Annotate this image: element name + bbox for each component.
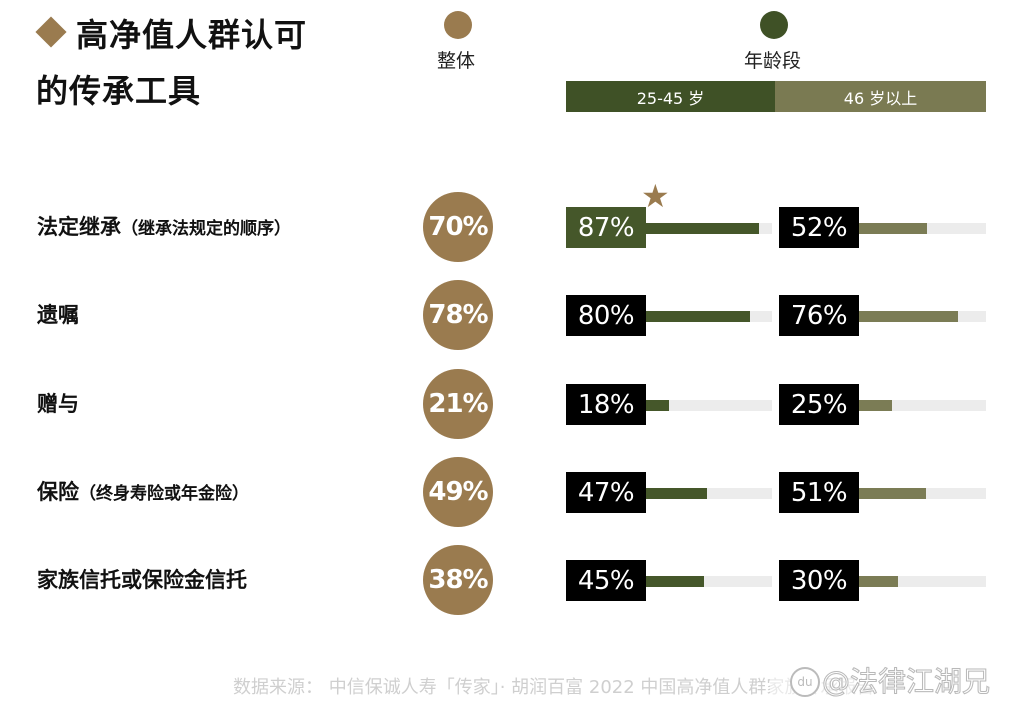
legend-age-dot [760,11,788,39]
row-label: 家族信托或保险金信托 [37,564,247,594]
overall-value-circle: 21% [423,369,493,439]
age-46-plus-bar-track [859,311,986,322]
age-25-45-bar-fill [646,400,669,411]
legend-overall-dot [444,11,472,39]
age-46-plus-value-box: 25% [779,384,859,425]
overall-value-circle: 78% [423,280,493,350]
age-25-45-value-box: 47% [566,472,646,513]
age-25-45-bar-fill [646,576,704,587]
age-46-plus-bar-track [859,400,986,411]
age-46-plus-bar-fill [859,311,958,322]
row-label: 保险（终身寿险或年金险） [37,476,249,506]
age-25-45-bar-fill [646,488,707,499]
row-label-sub: （终身寿险或年金险） [79,484,249,504]
age-25-45-value-box: 18% [566,384,646,425]
legend-overall-label: 整体 [437,50,476,72]
age-46-plus-bar-fill [859,488,926,499]
age-46-plus-bar-fill [859,400,892,411]
age-46-plus-value-box: 30% [779,560,859,601]
age-46-plus-bar-fill [859,223,927,234]
overall-value-circle: 49% [423,457,493,527]
legend-age-label: 年龄段 [744,50,802,72]
age-46-plus-value-box: 76% [779,295,859,336]
age-25-45-value-box: 87% [566,207,646,248]
age-25-45-bar-fill [646,311,750,322]
watermark-text: @法律江湖兄 [821,665,991,699]
row-label-main: 遗嘱 [37,303,79,327]
overall-value-circle: 38% [423,545,493,615]
row-label-sub: （继承法规定的顺序） [121,219,291,239]
age-25-45-value-box: 45% [566,560,646,601]
age-25-45-value-box: 80% [566,295,646,336]
age-25-45-bar-fill [646,223,759,234]
age-25-45-bar-track [646,311,772,322]
age-46-plus-bar-fill [859,576,898,587]
age-group-header-old: 46 岁以上 [775,81,986,112]
row-label: 遗嘱 [37,299,79,329]
row-label: 赠与 [37,388,79,418]
age-25-45-bar-track [646,576,772,587]
age-46-plus-value-box: 52% [779,207,859,248]
row-label-main: 法定继承 [37,215,121,239]
row-label: 法定继承（继承法规定的顺序） [37,211,291,241]
age-25-45-bar-track [646,488,772,499]
data-source-note: 数据来源： 中信保诚人寿「传家」· 胡润百富 2022 中国高净值人群家族传承报… [233,677,875,698]
star-icon: ★ [641,177,670,215]
age-group-header-young: 25-45 岁 [566,81,775,112]
age-46-plus-value-box: 51% [779,472,859,513]
row-label-main: 家族信托或保险金信托 [37,568,247,592]
age-25-45-bar-track [646,400,772,411]
baidu-paw-logo-icon: du [790,667,820,697]
age-46-plus-bar-track [859,488,986,499]
row-label-main: 保险 [37,480,79,504]
page-title-line2: 的传承工具 [36,72,202,110]
diamond-icon [35,16,67,48]
age-46-plus-bar-track [859,223,986,234]
page-title-line1: 高净值人群认可 [76,16,308,54]
age-46-plus-bar-track [859,576,986,587]
overall-value-circle: 70% [423,192,493,262]
row-label-main: 赠与 [37,392,79,416]
age-25-45-bar-track [646,223,772,234]
